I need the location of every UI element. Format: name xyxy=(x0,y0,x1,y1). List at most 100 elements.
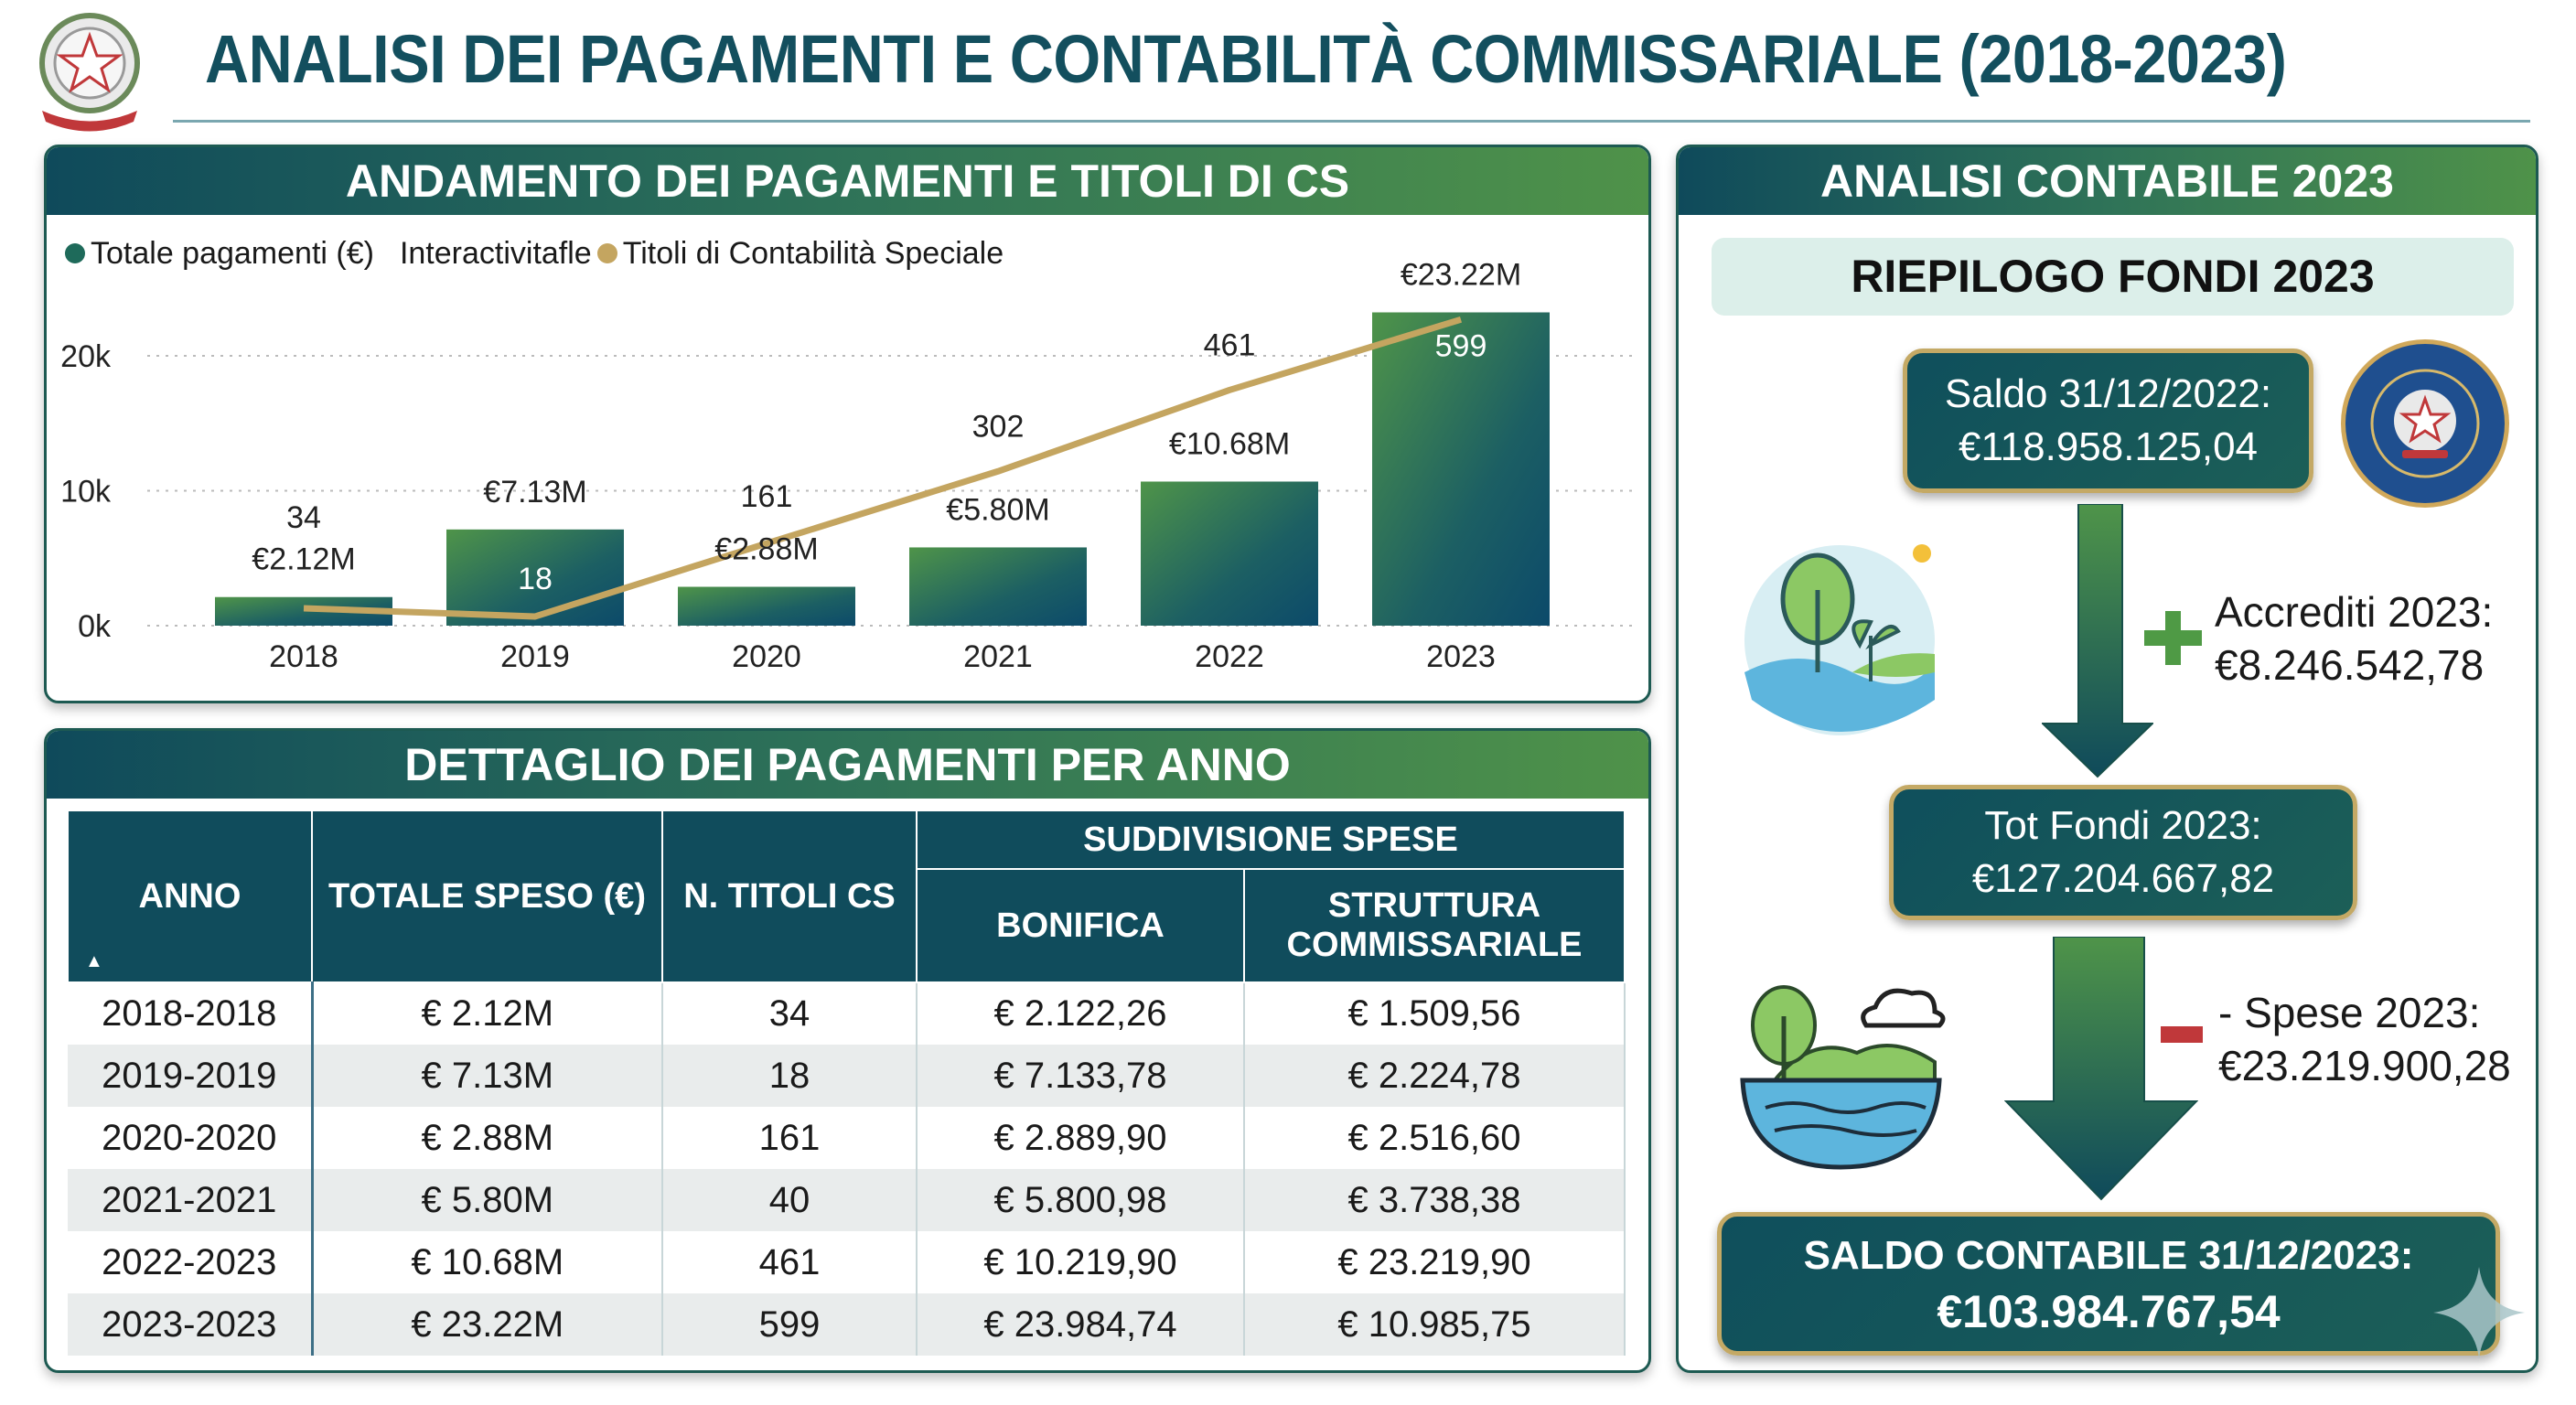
table-row[interactable]: 2023-2023 € 23.22M 599 € 23.984,74 € 10.985,… xyxy=(68,1293,1626,1356)
saldo-2022-value: €118.958.125,04 xyxy=(1958,424,2259,469)
saldo-2022-label: Saldo 31/12/2022: xyxy=(1944,371,2272,416)
cell-anno: 2022-2023 xyxy=(68,1231,314,1293)
bar-value-label: €5.80M xyxy=(946,492,1049,527)
legend-label-titoli: Titoli di Contabilità Speciale xyxy=(622,236,1004,271)
column-header-totale[interactable]: TOTALE SPESO (€) xyxy=(311,810,663,983)
titoli-line xyxy=(303,316,1463,620)
sparkle-icon xyxy=(2433,1267,2525,1363)
cell-titoli: 34 xyxy=(662,982,918,1045)
arrow-down-icon xyxy=(2040,503,2155,783)
arrow-down-large-icon xyxy=(2003,936,2199,1207)
summary-subtitle: RIEPILOGO FONDI 2023 xyxy=(1712,238,2514,316)
title-divider xyxy=(173,120,2530,123)
cell-totale: € 7.13M xyxy=(312,1045,663,1107)
payments-table: ANNO ▲ TOTALE SPESO (€) N. TITOLI CS SUDD… xyxy=(67,810,1626,1356)
bar-2023 xyxy=(1372,312,1550,626)
cell-titoli: 40 xyxy=(662,1169,918,1231)
cell-struttura: € 2.516,60 xyxy=(1244,1107,1626,1169)
column-header-label: ANNO xyxy=(138,876,242,916)
spese-label: - Spese 2023: xyxy=(2218,989,2481,1036)
cell-totale: € 2.88M xyxy=(312,1107,663,1169)
y-tick-label: 10k xyxy=(60,475,112,509)
bar-2019 xyxy=(446,529,624,626)
spese-text: - Spese 2023: €23.219.900,28 xyxy=(2218,986,2511,1092)
bar-value-label: €2.88M xyxy=(714,532,818,567)
cell-titoli: 599 xyxy=(662,1293,918,1356)
accrediti-text: Accrediti 2023: €8.246.542,78 xyxy=(2215,585,2493,692)
cell-bonifica: € 10.219,90 xyxy=(917,1231,1245,1293)
column-header-titoli[interactable]: N. TITOLI CS xyxy=(661,810,918,983)
saldo-2023-box: SALDO CONTABILE 31/12/2023: €103.984.767… xyxy=(1717,1212,2500,1356)
cell-anno: 2020-2020 xyxy=(68,1107,314,1169)
cell-bonifica: € 23.984,74 xyxy=(917,1293,1245,1356)
nature-tree-icon xyxy=(1743,535,1944,750)
cell-totale: € 5.80M xyxy=(312,1169,663,1231)
table-row[interactable]: 2022-2023 € 10.68M 461 € 10.219,90 € 23.219,… xyxy=(68,1231,1626,1293)
table-row[interactable]: 2021-2021 € 5.80M 40 € 5.800,98 € 3.738,38 xyxy=(68,1169,1626,1231)
cell-struttura: € 1.509,56 xyxy=(1244,982,1626,1045)
cell-struttura: € 2.224,78 xyxy=(1244,1045,1626,1107)
table-panel: DETTAGLIO DEI PAGAMENTI PER ANNO ANNO ▲ T… xyxy=(44,728,1651,1373)
saldo-2023-label: SALDO CONTABILE 31/12/2023: xyxy=(1803,1232,2414,1278)
minus-icon xyxy=(2161,1026,2203,1043)
y-tick-label: 20k xyxy=(60,339,112,374)
table-row[interactable]: 2019-2019 € 7.13M 18 € 7.133,78 € 2.224,78 xyxy=(68,1045,1626,1107)
bar-value-label: €2.12M xyxy=(252,542,355,577)
tot-fondi-value: €127.204.667,82 xyxy=(1971,856,2275,901)
commissioner-seal-icon xyxy=(2338,337,2512,515)
legend-label-payments: Totale pagamenti (€) xyxy=(91,236,374,271)
bar-value-label: €7.13M xyxy=(483,475,586,509)
chart-panel-title: ANDAMENTO DEI PAGAMENTI E TITOLI DI CS xyxy=(47,147,1648,215)
plus-icon xyxy=(2144,611,2202,665)
cell-bonifica: € 5.800,98 xyxy=(917,1169,1245,1231)
legend-swatch-titoli xyxy=(596,243,617,263)
landscape-water-icon xyxy=(1738,961,1948,1178)
x-tick-label: 2020 xyxy=(732,639,801,674)
x-tick-label: 2019 xyxy=(500,639,570,674)
legend-swatch-payments xyxy=(65,243,85,263)
table-row[interactable]: 2018-2018 € 2.12M 34 € 2.122,26 € 1.509,56 xyxy=(68,982,1626,1045)
cell-titoli: 461 xyxy=(662,1231,918,1293)
bar-2020 xyxy=(678,586,855,626)
cell-anno: 2021-2021 xyxy=(68,1169,314,1231)
cell-anno: 2019-2019 xyxy=(68,1045,314,1107)
cell-bonifica: € 2.889,90 xyxy=(917,1107,1245,1169)
chart-legend: Totale pagamenti (€) Interactivitafle Ti… xyxy=(65,235,1004,272)
legend-label-extra: Interactivitafle xyxy=(399,236,592,271)
x-tick-label: 2018 xyxy=(269,639,338,674)
column-group-suddivisione: SUDDIVISIONE SPESE xyxy=(916,810,1626,870)
cell-titoli: 18 xyxy=(662,1045,918,1107)
saldo-2022-box: Saldo 31/12/2022: €118.958.125,04 xyxy=(1903,349,2313,493)
cell-totale: € 23.22M xyxy=(312,1293,663,1356)
page-title: ANALISI DEI PAGAMENTI E CONTABILITÀ COMM… xyxy=(205,21,2287,97)
table-panel-title: DETTAGLIO DEI PAGAMENTI PER ANNO xyxy=(47,731,1648,799)
spese-value: €23.219.900,28 xyxy=(2218,1042,2511,1089)
chart-plot: 0k 10k 20k 2018 2019 2020 2021 2022 2023 €2.12M 34… xyxy=(60,258,1638,674)
bar-2022 xyxy=(1141,481,1318,626)
cell-bonifica: € 7.133,78 xyxy=(917,1045,1245,1107)
x-tick-label: 2021 xyxy=(963,639,1033,674)
line-value-label: 161 xyxy=(741,479,793,514)
column-header-anno[interactable]: ANNO ▲ xyxy=(67,810,313,983)
line-value-label: 461 xyxy=(1204,327,1256,362)
tot-fondi-label: Tot Fondi 2023: xyxy=(1984,803,2262,848)
bar-value-label: €10.68M xyxy=(1169,426,1290,461)
x-tick-label: 2023 xyxy=(1426,639,1496,674)
accrediti-value: €8.246.542,78 xyxy=(2215,641,2485,689)
cell-anno: 2018-2018 xyxy=(68,982,314,1045)
column-header-struttura[interactable]: STRUTTURA COMMISSARIALE xyxy=(1243,868,1626,983)
cell-struttura: € 10.985,75 xyxy=(1244,1293,1626,1356)
table-row[interactable]: 2020-2020 € 2.88M 161 € 2.889,90 € 2.516,60 xyxy=(68,1107,1626,1169)
cell-anno: 2023-2023 xyxy=(68,1293,314,1356)
cell-struttura: € 3.738,38 xyxy=(1244,1169,1626,1231)
line-value-label: 302 xyxy=(972,409,1025,444)
cell-totale: € 10.68M xyxy=(312,1231,663,1293)
chart-panel: ANDAMENTO DEI PAGAMENTI E TITOLI DI CS T… xyxy=(44,145,1651,703)
italian-emblem-icon xyxy=(33,8,146,132)
sort-ascending-icon[interactable]: ▲ xyxy=(85,951,103,971)
line-value-label: 34 xyxy=(286,500,321,535)
accrediti-label: Accrediti 2023: xyxy=(2215,588,2494,636)
column-header-bonifica[interactable]: BONIFICA xyxy=(916,868,1245,983)
tot-fondi-box: Tot Fondi 2023: €127.204.667,82 xyxy=(1889,785,2357,920)
line-value-label: 599 xyxy=(1435,328,1487,363)
